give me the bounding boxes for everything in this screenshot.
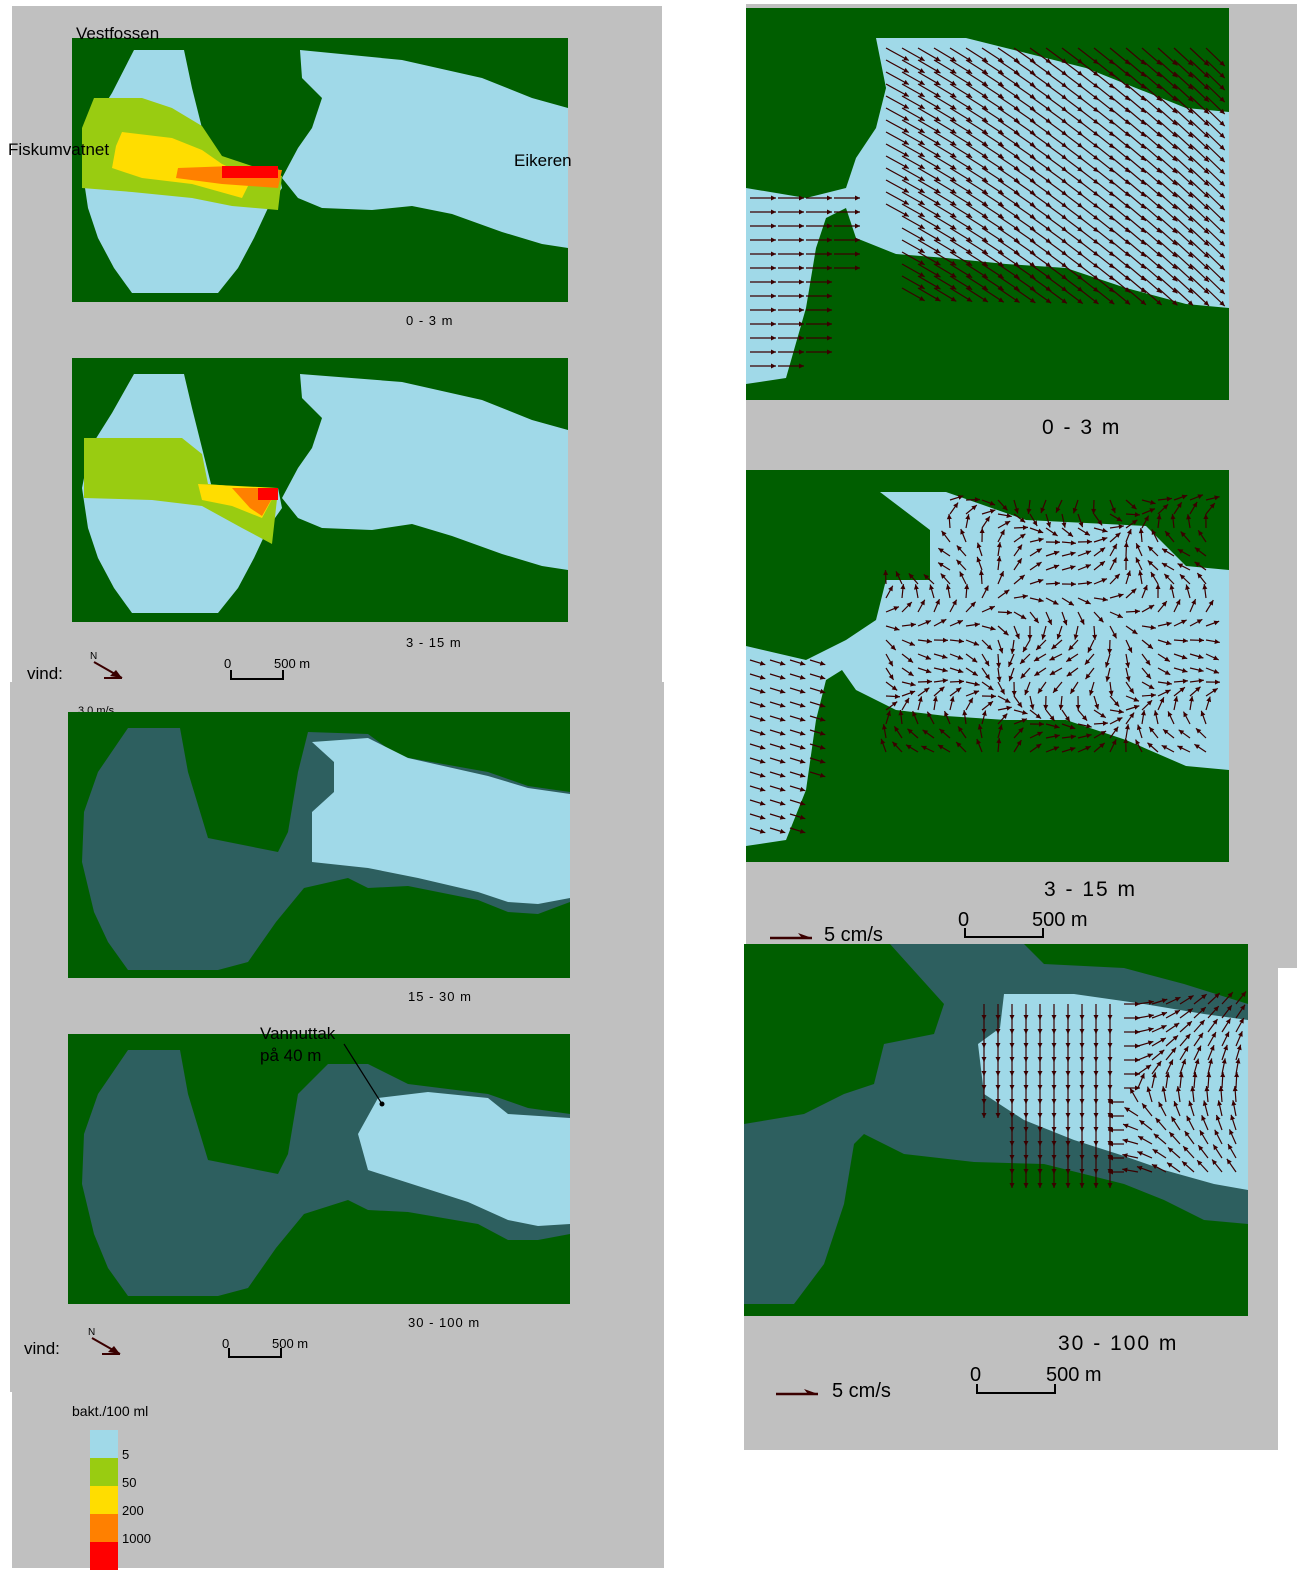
right-scale-zero-bottom: 0	[970, 1365, 981, 1385]
current-vector-head	[978, 724, 983, 729]
legend-swatch	[90, 1458, 118, 1486]
current-vector-head	[1014, 298, 1020, 303]
legend-label: 200	[122, 1504, 144, 1517]
current-vector-head	[1070, 725, 1076, 730]
current-vector-head	[1135, 512, 1140, 517]
wind-arrow-icon-bottom	[86, 1332, 126, 1358]
current-vector-head	[1108, 1183, 1113, 1188]
scale-length: 500 m	[274, 657, 310, 670]
current-vector-head	[1203, 514, 1208, 519]
legend-swatch	[90, 1542, 118, 1570]
legend-label: 5	[122, 1448, 129, 1461]
map-concentration-3-15m	[72, 358, 568, 622]
legend-label: 1000	[122, 1532, 151, 1545]
current-vector-head	[1038, 1183, 1043, 1188]
legend-title: bakt./100 ml	[72, 1404, 148, 1418]
current-vector-head	[1214, 495, 1219, 500]
legend-swatch	[90, 1514, 118, 1542]
right-caption-0-3m: 0 - 3 m	[1042, 417, 1121, 438]
map-concentration-0-3m	[72, 38, 568, 302]
depth-caption-15-30m: 15 - 30 m	[408, 990, 472, 1003]
current-vector-head	[1066, 1183, 1071, 1188]
scale-bar	[230, 670, 284, 680]
right-scale-zero: 0	[958, 910, 969, 930]
current-vector-head	[1052, 1183, 1057, 1188]
current-vector-head	[923, 730, 929, 735]
current-vector-head	[855, 266, 860, 271]
legend-swatch	[90, 1430, 118, 1458]
right-caption-3-15m: 3 - 15 m	[1044, 879, 1137, 900]
current-vector-head	[827, 280, 832, 285]
map-current-0-3m	[746, 8, 1229, 400]
current-vector-head	[799, 350, 804, 355]
annotation-pointer	[340, 1040, 390, 1110]
current-speed-label-bottom: 5 cm/s	[832, 1381, 891, 1401]
current-vector-head	[1182, 495, 1188, 500]
current-vector-head	[827, 224, 832, 229]
scale-zero: 0	[224, 657, 231, 670]
current-vector-head	[799, 364, 804, 369]
current-vector-head	[827, 350, 832, 355]
right-caption-30-100m: 30 - 100 m	[1058, 1333, 1178, 1354]
current-arrow-icon-bottom	[774, 1386, 824, 1402]
legend-label: 50	[122, 1476, 136, 1489]
annotation-line2: på 40 m	[260, 1047, 321, 1064]
right-scale-length: 500 m	[1032, 910, 1088, 930]
current-vector-head	[975, 497, 980, 502]
current-vector-head	[799, 336, 804, 341]
current-vector-head	[1132, 520, 1138, 525]
scale-length-bottom: 500 m	[272, 1337, 308, 1350]
vestfossen-label: Vestfossen	[76, 25, 159, 42]
current-vector-head	[996, 738, 1001, 743]
map-current-30-100m	[744, 944, 1248, 1316]
current-vector-head	[827, 322, 832, 327]
current-vector-head	[882, 724, 887, 729]
right-scale-length-bottom: 500 m	[1046, 1365, 1102, 1385]
depth-caption-3-15m: 3 - 15 m	[406, 636, 462, 649]
wind-label: vind:	[27, 665, 63, 682]
map-current-3-15m	[746, 470, 1229, 862]
current-vector-head	[1046, 298, 1052, 303]
depth-caption-30-100m: 30 - 100 m	[408, 1316, 480, 1329]
current-vector-head	[827, 266, 832, 271]
current-vector-head	[855, 252, 860, 257]
current-vector-head	[1039, 722, 1044, 727]
current-vector-head	[1054, 734, 1059, 739]
current-vector-head	[827, 252, 832, 257]
current-vector-head	[827, 336, 832, 341]
current-vector-head	[1094, 1183, 1099, 1188]
current-vector-head	[1195, 562, 1201, 567]
eikeren-label: Eikeren	[514, 152, 572, 169]
current-vector-head	[1091, 509, 1096, 514]
annotation-line1: Vannuttak	[260, 1025, 335, 1042]
current-vector-head	[958, 726, 963, 732]
current-vector-head	[827, 238, 832, 243]
current-vector-head	[1010, 1183, 1015, 1188]
map-concentration-15-30m	[68, 712, 570, 978]
current-vector-head	[1080, 1183, 1085, 1188]
current-vector-head	[883, 570, 888, 575]
wind-label-bottom: vind:	[24, 1340, 60, 1357]
current-vector-head	[1036, 744, 1042, 749]
fiskumvatnet-label: Fiskumvatnet	[8, 141, 109, 158]
current-vector-head	[827, 308, 832, 313]
current-vector-head	[1086, 733, 1091, 738]
current-vector-head	[1186, 514, 1191, 519]
right-scale-bar-bottom	[976, 1384, 1056, 1394]
wind-arrow-icon	[88, 656, 128, 682]
current-vector-head	[1024, 1183, 1029, 1188]
current-vector-head	[1073, 508, 1078, 514]
map-concentration-30-100m	[68, 1034, 570, 1304]
current-vector-head	[1030, 298, 1036, 303]
legend-swatch	[90, 1486, 118, 1514]
current-speed-label: 5 cm/s	[824, 925, 883, 945]
depth-caption-0-3m: 0 - 3 m	[406, 314, 453, 327]
current-vector-head	[827, 294, 832, 299]
current-vector-head	[1061, 298, 1067, 303]
